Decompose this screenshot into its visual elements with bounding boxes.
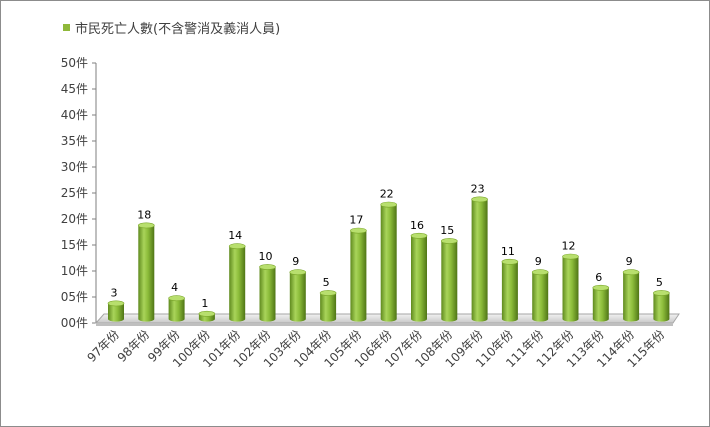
data-label: 3 [111, 286, 118, 299]
bar-body [259, 267, 276, 322]
y-tick-label: 50件 [61, 56, 88, 70]
bar-body [380, 204, 397, 322]
bar-cap [622, 269, 640, 276]
data-label: 11 [501, 245, 515, 258]
bar-body [411, 235, 427, 322]
y-tick-label: 20件 [61, 212, 88, 226]
bar: 11 [501, 245, 519, 322]
floor-edge [96, 323, 673, 326]
bar-cap [228, 243, 246, 250]
bar-cap [319, 290, 337, 296]
bar: 16 [410, 219, 428, 322]
data-label: 23 [471, 182, 485, 195]
x-tick-label: 97年份 [84, 327, 122, 365]
bar: 10 [259, 250, 276, 322]
bar: 4 [168, 281, 185, 322]
bar-body [623, 272, 640, 322]
legend: 市民死亡人數(不含警消及義消人員) [63, 18, 280, 37]
y-tick-label: 00件 [61, 316, 88, 330]
bar-body [320, 293, 337, 322]
bar-body [350, 230, 367, 322]
data-label: 14 [228, 229, 242, 242]
data-label: 17 [349, 214, 363, 227]
data-label: 18 [137, 208, 151, 221]
bar-body [229, 246, 246, 322]
y-tick-label: 25件 [61, 186, 88, 200]
bar-body [501, 261, 518, 322]
y-tick-label: 15件 [61, 238, 88, 252]
data-label: 5 [656, 276, 663, 289]
data-label: 9 [626, 255, 633, 268]
bar-cap [289, 269, 307, 276]
bar-body [471, 199, 488, 322]
data-label: 1 [201, 297, 208, 310]
data-label: 10 [259, 250, 273, 263]
bar: 12 [562, 240, 579, 322]
y-axis: 00件 05件 10件 15件 20件 25件 30件 35件 40件 45件 50件 [61, 56, 97, 330]
bar: 9 [622, 255, 640, 322]
bar-body [441, 241, 458, 322]
bar-body [289, 272, 306, 322]
y-tick-label: 35件 [61, 134, 88, 148]
bar: 1 [198, 297, 216, 322]
bar-cap [501, 258, 519, 265]
bar: 15 [440, 224, 458, 322]
bar-cap [380, 201, 398, 208]
bar: 14 [228, 229, 246, 322]
bar: 3 [107, 286, 125, 322]
bar: 9 [531, 255, 549, 322]
data-label: 15 [440, 224, 454, 237]
bar: 6 [592, 271, 610, 322]
y-tick-label: 40件 [61, 108, 88, 122]
y-tick-label: 05件 [61, 290, 88, 304]
bar-cap [653, 290, 670, 296]
bar-cap [107, 300, 125, 307]
x-axis: 97年份98年份99年份100年份101年份102年份103年份104年份105… [84, 327, 667, 370]
bar-cap [410, 232, 428, 239]
bar: 18 [137, 208, 155, 322]
bar-cap [198, 310, 216, 317]
bar-cap [259, 264, 276, 270]
bar: 5 [653, 276, 670, 322]
legend-label: 市民死亡人數(不含警消及義消人員) [75, 22, 281, 37]
bar-cap [531, 269, 549, 276]
data-label: 16 [410, 219, 424, 232]
bar-cap [471, 196, 488, 203]
bar-cap [562, 253, 579, 260]
x-tick-label: 98年份 [115, 327, 153, 365]
bar-cap [350, 227, 367, 234]
data-label: 22 [380, 188, 394, 201]
bar-body [108, 303, 124, 322]
data-label: 4 [171, 281, 178, 294]
bar-cap [592, 284, 610, 291]
bar-cap [138, 222, 155, 229]
data-label: 9 [292, 255, 299, 268]
bar: 9 [289, 255, 307, 322]
bars: 3 18 4 1 14 10 9 5 17 22 16 15 23 11 9 12 6 9 5 [107, 182, 670, 322]
bar: 17 [349, 214, 367, 322]
bar-body [653, 293, 670, 322]
y-tick-label: 10件 [61, 264, 88, 278]
bar-body [138, 225, 155, 322]
bar: 22 [380, 188, 398, 322]
data-label: 6 [595, 271, 602, 284]
bar-body [592, 287, 609, 322]
bar-body [562, 256, 579, 322]
bar: 5 [319, 276, 337, 322]
y-tick-label: 45件 [61, 82, 88, 96]
bar-cap [440, 238, 458, 244]
y-tick-label: 30件 [61, 160, 88, 174]
bar-body [532, 272, 549, 322]
data-label: 12 [562, 240, 576, 253]
bar: 23 [471, 182, 488, 322]
data-label: 5 [323, 276, 330, 289]
bar-body [168, 298, 185, 322]
data-label: 9 [535, 255, 542, 268]
legend-swatch [63, 24, 70, 31]
bar-cap [168, 295, 185, 302]
